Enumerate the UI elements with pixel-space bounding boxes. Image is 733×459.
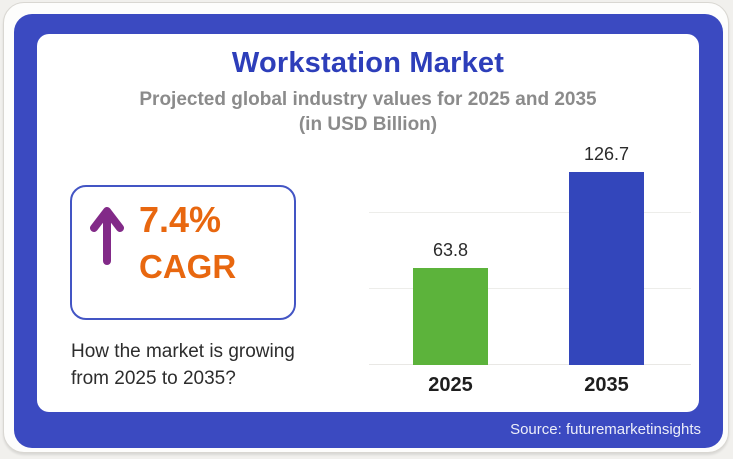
gridline <box>369 212 691 213</box>
bar-group-2035: 126.7 <box>569 134 644 365</box>
cagr-rate: 7.4% <box>139 199 222 240</box>
page-title: Workstation Market <box>231 47 505 79</box>
content-panel: Workstation Market Projected global indu… <box>37 34 699 412</box>
x-axis-label-2035: 2035 <box>584 374 629 396</box>
x-axis-label-2025: 2025 <box>428 374 473 396</box>
bar-value-2035: 126.7 <box>583 144 630 164</box>
bar-value-2025: 63.8 <box>432 240 469 260</box>
bar-chart: 63.8 126.7 <box>369 134 691 365</box>
up-arrow-icon <box>87 199 129 318</box>
growth-question: How the market is growing from 2025 to 2… <box>71 338 295 392</box>
subtitle-line-2: (in USD Billion) <box>298 114 438 135</box>
bar-group-2025: 63.8 <box>413 134 488 365</box>
bar-2025 <box>413 268 488 365</box>
gridline <box>369 288 691 289</box>
cagr-label: CAGR <box>139 248 237 285</box>
cagr-callout-box: 7.4% CAGR <box>70 185 296 320</box>
subtitle-line-1: Projected global industry values for 202… <box>139 89 597 110</box>
blue-frame: Workstation Market Projected global indu… <box>14 14 723 448</box>
gridline-baseline <box>369 364 691 365</box>
page-subtitle: Projected global industry values for 202… <box>37 87 699 137</box>
bar-2035 <box>569 172 644 365</box>
question-line-1: How the market is growing <box>71 341 295 362</box>
source-credit: Source: futuremarketinsights <box>510 421 701 438</box>
cagr-text: 7.4% CAGR <box>139 199 236 318</box>
outer-card: Workstation Market Projected global indu… <box>3 2 729 453</box>
question-line-2: from 2025 to 2035? <box>71 368 236 389</box>
